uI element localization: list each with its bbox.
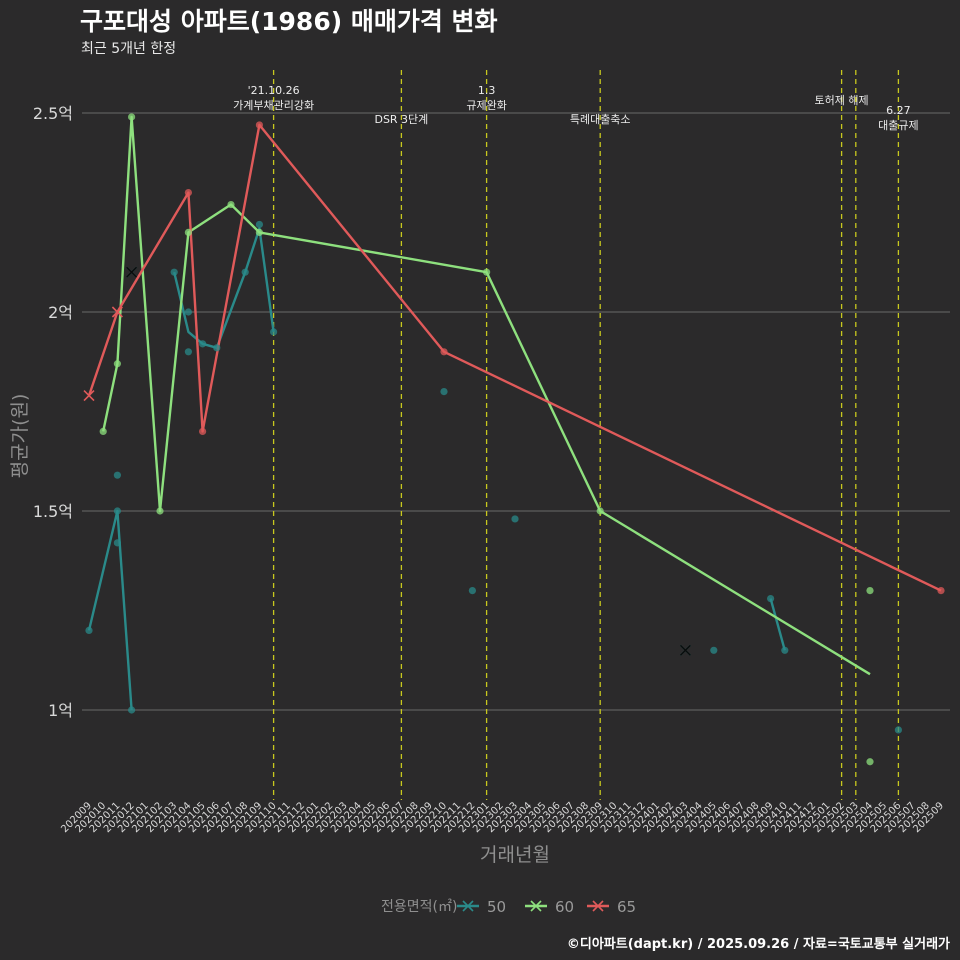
grid bbox=[82, 112, 950, 711]
chart-title: 구포대성 아파트(1986) 매매가격 변화 bbox=[80, 7, 498, 36]
event-label: 특례대출축소 bbox=[570, 113, 631, 126]
y-axis-ticks: 1억 1.5억 2억 2.5억 bbox=[33, 104, 73, 720]
data-point-50 bbox=[270, 328, 278, 336]
data-point-60 bbox=[483, 268, 491, 276]
event-label: 대출규제 bbox=[878, 119, 918, 132]
data-point-65 bbox=[255, 121, 263, 129]
series-line-50 bbox=[87, 509, 133, 711]
data-point-60 bbox=[99, 427, 107, 435]
legend-label-50: 50 bbox=[487, 898, 506, 916]
data-point-50 bbox=[767, 594, 775, 603]
legend-cross bbox=[462, 900, 474, 912]
overlay-cross-marker bbox=[126, 266, 138, 278]
data-point-50 bbox=[184, 348, 192, 356]
y-tick-label: 1.5억 bbox=[33, 502, 73, 521]
legend: 전용면적(㎡) 50 60 65 bbox=[381, 898, 636, 916]
legend-label-60: 60 bbox=[555, 898, 574, 916]
y-tick-label: 2.5억 bbox=[33, 104, 73, 123]
event-label: 토허제 해제 bbox=[815, 93, 869, 107]
event-label: 가계부채관리강화 bbox=[233, 99, 314, 112]
series-line-60 bbox=[102, 115, 871, 676]
data-point-50 bbox=[894, 726, 903, 734]
legend-label-65: 65 bbox=[617, 898, 636, 916]
data-point-60 bbox=[866, 587, 874, 595]
data-point-50 bbox=[511, 515, 519, 523]
data-point-50 bbox=[440, 388, 448, 396]
legend-key-50 bbox=[457, 900, 479, 912]
cross-stroke bbox=[111, 306, 123, 318]
data-point-50 bbox=[781, 646, 789, 654]
data-point-60 bbox=[866, 758, 874, 766]
cross-stroke bbox=[126, 266, 138, 278]
data-point-50 bbox=[184, 308, 192, 316]
x-axis-ticks: 2020092020102020112020122021012021022021… bbox=[59, 800, 946, 835]
cross-marker-65 bbox=[83, 390, 95, 402]
event-label: DSR 3단계 bbox=[374, 113, 428, 126]
data-point-60 bbox=[227, 200, 235, 209]
data-point-50 bbox=[468, 587, 476, 595]
chart-subtitle: 최근 5개년 한정 bbox=[81, 41, 177, 57]
overlay-cross-marker bbox=[679, 644, 691, 656]
data-point-50 bbox=[85, 626, 93, 635]
data-point-50 bbox=[241, 268, 249, 276]
event-label: '21.10.26 bbox=[248, 84, 300, 97]
y-tick-label: 2억 bbox=[48, 303, 73, 322]
data-point-60 bbox=[255, 228, 263, 236]
y-axis-label: 평균가(원) bbox=[9, 394, 31, 479]
data-point-50 bbox=[255, 220, 263, 229]
x-axis-label: 거래년월 bbox=[480, 844, 550, 866]
data-point-65 bbox=[440, 348, 448, 356]
series-points bbox=[83, 113, 945, 766]
data-point-50 bbox=[170, 268, 178, 276]
data-point-50 bbox=[113, 471, 121, 479]
data-point-65 bbox=[184, 189, 192, 197]
data-point-60 bbox=[156, 507, 164, 515]
data-point-65 bbox=[199, 427, 207, 435]
legend-title: 전용면적(㎡) bbox=[381, 899, 457, 915]
data-point-60 bbox=[113, 360, 121, 368]
event-label: 6.27 bbox=[886, 104, 911, 117]
data-point-50 bbox=[128, 706, 136, 714]
event-label: 규제완화 bbox=[466, 99, 506, 112]
event-label: 1.3 bbox=[478, 84, 496, 97]
legend-cross bbox=[592, 900, 604, 912]
legend-key-65 bbox=[587, 900, 609, 912]
y-tick-label: 1억 bbox=[48, 701, 73, 720]
data-point-50 bbox=[213, 344, 221, 352]
cross-stroke bbox=[83, 390, 95, 402]
cross-marker-65 bbox=[111, 306, 123, 318]
data-point-50 bbox=[710, 646, 718, 654]
legend-key-60 bbox=[525, 900, 547, 912]
series-lines bbox=[87, 115, 942, 711]
legend-cross bbox=[530, 900, 542, 912]
cross-stroke bbox=[679, 644, 691, 656]
chart-caption: ©디아파트(dapt.kr) / 2025.09.26 / 자료=국토교통부 실… bbox=[566, 937, 950, 952]
data-point-60 bbox=[596, 507, 604, 515]
data-point-50 bbox=[113, 507, 121, 515]
data-point-50 bbox=[113, 539, 121, 547]
data-point-60 bbox=[128, 113, 136, 121]
series-line-50 bbox=[173, 227, 275, 349]
data-point-60 bbox=[184, 228, 192, 236]
series-line-50 bbox=[769, 598, 786, 651]
data-point-50 bbox=[199, 340, 207, 348]
data-point-65 bbox=[937, 587, 945, 595]
